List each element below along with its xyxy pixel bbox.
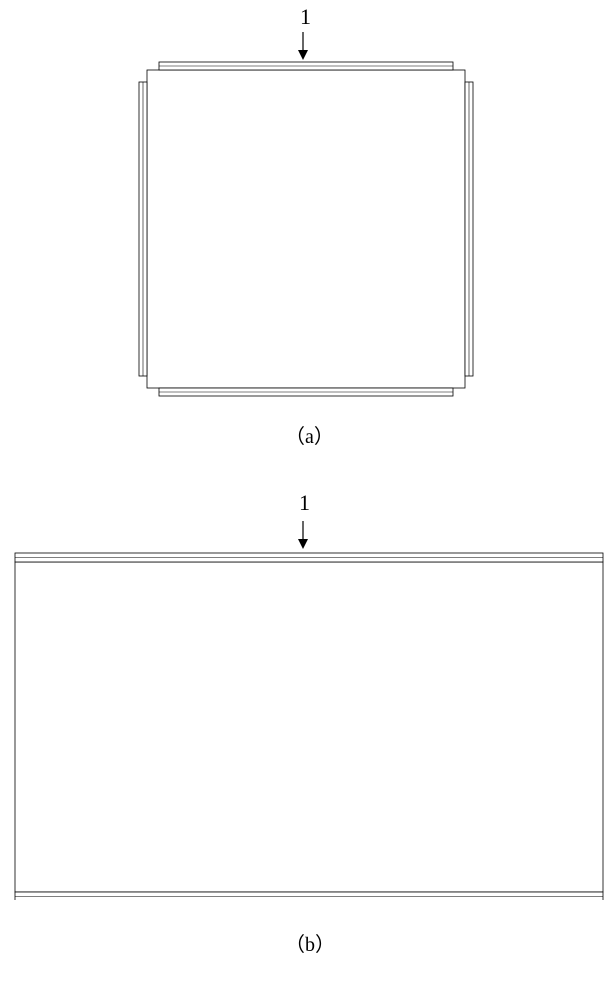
diagram-b-rect [0,500,616,900]
diagram-b-caption: （b） [285,928,335,957]
diagram-a-caption: （a） [285,420,334,449]
diagram-a-square [0,0,616,400]
